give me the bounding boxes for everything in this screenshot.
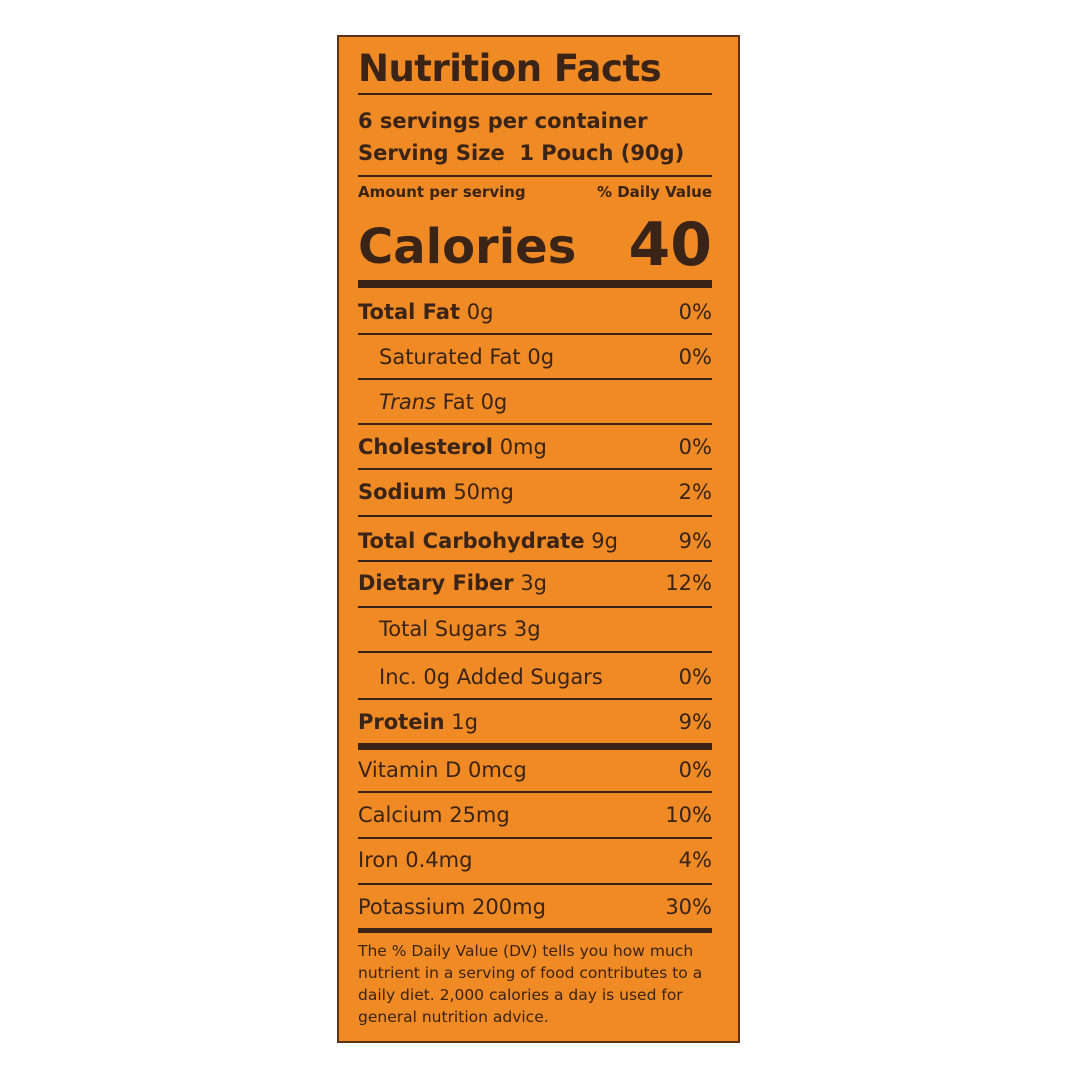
- footnote: The % Daily Value (DV) tells you how muc…: [358, 942, 703, 1026]
- divider: [358, 515, 712, 517]
- servings-per-container: 6 servings per container: [358, 109, 648, 133]
- nutrient-row-potassium: Potassium 200mg 30%: [358, 895, 712, 919]
- divider: [358, 606, 712, 608]
- divider: [358, 651, 712, 653]
- nutrient-row-saturated-fat: Saturated Fat 0g 0%: [379, 345, 712, 369]
- divider: [358, 468, 712, 470]
- nutrition-facts-panel: Nutrition Facts 6 servings per container…: [337, 35, 740, 1043]
- nutrient-row-cholesterol: Cholesterol 0mg 0%: [358, 435, 712, 459]
- nutrient-row-protein: Protein 1g 9%: [358, 710, 712, 734]
- divider: [358, 698, 712, 700]
- nutrient-row-sodium: Sodium 50mg 2%: [358, 480, 712, 504]
- nutrient-row-added-sugars: Inc. 0g Added Sugars 0%: [379, 665, 712, 689]
- divider: [358, 883, 712, 885]
- nutrient-row-total-sugars: Total Sugars 3g: [379, 617, 541, 641]
- serving-size: Serving Size 1 Pouch (90g): [358, 141, 685, 165]
- divider: [358, 93, 712, 95]
- nutrient-row-calcium: Calcium 25mg 10%: [358, 803, 712, 827]
- divider: [358, 333, 712, 335]
- thick-divider: [358, 743, 712, 750]
- divider: [358, 175, 712, 177]
- nutrient-row-vitamin-d: Vitamin D 0mcg 0%: [358, 758, 712, 782]
- calories-row: Calories 40: [358, 215, 712, 275]
- calories-value: 40: [628, 210, 713, 280]
- nutrient-row-total-fat: Total Fat 0g 0%: [358, 300, 712, 324]
- amount-per-serving: Amount per serving: [358, 183, 526, 201]
- calories-label: Calories: [358, 219, 577, 275]
- divider: [358, 837, 712, 839]
- nutrient-row-iron: Iron 0.4mg 4%: [358, 848, 712, 872]
- divider: [358, 423, 712, 425]
- nutrient-row-dietary-fiber: Dietary Fiber 3g 12%: [358, 571, 712, 595]
- divider: [358, 791, 712, 793]
- nutrient-row-total-carbohydrate: Total Carbohydrate 9g 9%: [358, 529, 712, 553]
- thick-divider: [358, 280, 712, 288]
- label-title: Nutrition Facts: [358, 47, 662, 90]
- divider: [358, 378, 712, 380]
- divider: [358, 560, 712, 562]
- daily-value-header: % Daily Value: [596, 183, 712, 201]
- nutrient-row-trans-fat: Trans Fat 0g: [379, 390, 508, 414]
- thick-divider: [358, 928, 712, 933]
